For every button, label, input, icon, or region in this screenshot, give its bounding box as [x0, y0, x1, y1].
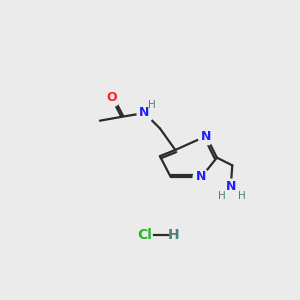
Text: H: H [238, 191, 245, 201]
Text: H: H [148, 100, 156, 110]
Text: N: N [139, 106, 150, 119]
Text: H: H [218, 191, 225, 201]
Text: Cl: Cl [137, 228, 152, 242]
Text: N: N [226, 180, 236, 194]
Text: H: H [168, 228, 180, 242]
Text: N: N [196, 170, 207, 183]
Text: O: O [106, 91, 117, 104]
Text: N: N [201, 130, 211, 142]
